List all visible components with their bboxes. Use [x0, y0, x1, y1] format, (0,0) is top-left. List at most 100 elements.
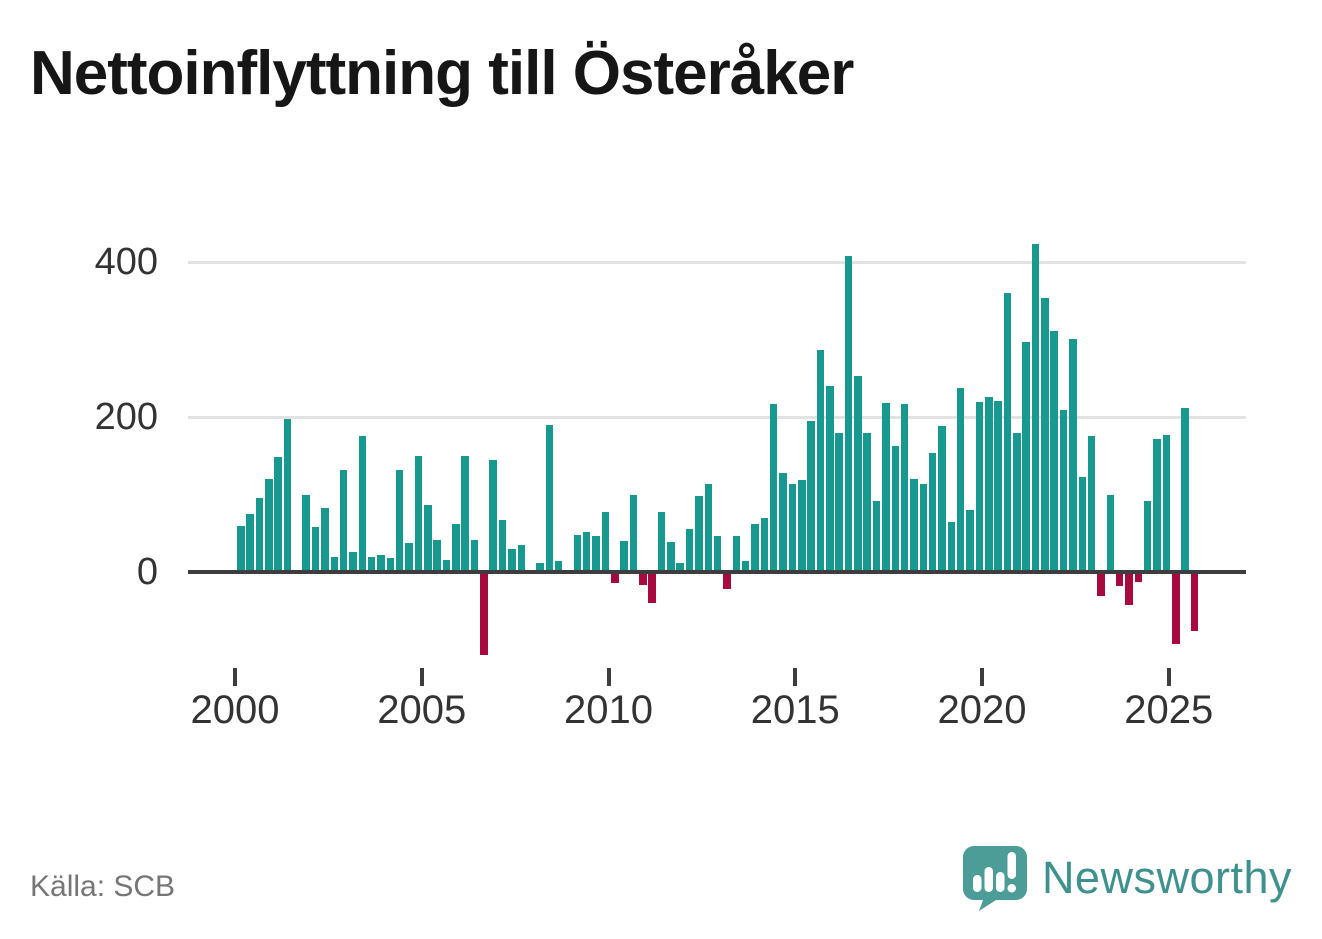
bar-2010Q4 [639, 572, 647, 585]
x-axis-tick-2000 [233, 668, 237, 686]
bar-2003Q2 [358, 436, 367, 574]
bar-2019Q2 [956, 387, 965, 574]
x-axis-tick-2025 [1166, 668, 1171, 686]
bar-2009Q2 [582, 531, 591, 574]
bar-2006Q1 [461, 455, 469, 574]
bar-2013Q4 [751, 523, 759, 574]
bar-2001Q4 [302, 494, 310, 574]
x-axis-label-2025: 2025 [1124, 688, 1214, 732]
bar-2004Q2 [395, 470, 404, 574]
bar-2000Q1 [237, 525, 245, 574]
x-axis-tick-2015 [793, 668, 798, 686]
bar-2014Q1 [760, 517, 769, 574]
gridline-y-200 [188, 415, 1246, 419]
bar-2011Q2 [657, 512, 666, 574]
bar-2017Q3 [891, 445, 899, 574]
newsworthy-branding: Newsworthy [962, 845, 1292, 911]
bar-2022Q4 [1087, 435, 1096, 574]
bar-2001Q1 [274, 457, 282, 574]
bar-2015Q1 [798, 479, 806, 574]
bar-2005Q1 [424, 505, 432, 574]
bar-2004Q3 [405, 543, 413, 574]
bar-2024Q3 [1153, 438, 1161, 574]
source-caption: Källa: SCB [30, 870, 176, 903]
bar-2017Q2 [882, 403, 890, 574]
bar-2012Q1 [685, 529, 694, 574]
bar-2001Q2 [283, 418, 292, 574]
bar-2003Q1 [349, 551, 357, 574]
bar-2009Q1 [573, 534, 582, 574]
bar-2011Q4 [676, 562, 684, 574]
gridline-y-400 [188, 260, 1246, 264]
bar-2014Q4 [788, 483, 797, 574]
bar-2025Q2 [1181, 408, 1189, 574]
bar-2023Q2 [1106, 494, 1115, 574]
bar-2008Q3 [554, 561, 563, 574]
bar-2023Q3 [1115, 572, 1124, 586]
bar-2024Q1 [1134, 572, 1143, 582]
bar-2012Q3 [704, 484, 712, 574]
chart-title: Nettoinflyttning till Österåker [30, 39, 854, 108]
bar-2017Q1 [872, 501, 881, 574]
bar-2015Q4 [826, 386, 834, 574]
bar-2010Q2 [620, 541, 628, 574]
bar-2004Q1 [386, 558, 395, 574]
bar-2020Q1 [985, 396, 993, 574]
bar-2012Q2 [695, 496, 703, 574]
bar-2020Q3 [1003, 293, 1012, 574]
newsworthy-logo-icon [962, 845, 1028, 911]
bar-2002Q4 [339, 469, 348, 574]
bar-2003Q4 [377, 554, 385, 574]
bar-2003Q3 [367, 556, 376, 574]
bar-2025Q3 [1190, 572, 1199, 631]
bar-2024Q4 [1162, 434, 1171, 574]
bar-2006Q3 [480, 572, 488, 656]
bar-2023Q1 [1097, 572, 1105, 596]
bar-2007Q2 [508, 548, 516, 574]
bar-2002Q2 [321, 507, 329, 574]
bar-2018Q2 [919, 483, 928, 574]
bar-2008Q2 [545, 424, 554, 574]
bar-2004Q4 [414, 455, 423, 574]
bar-2014Q2 [769, 403, 778, 574]
bar-2000Q3 [255, 498, 264, 574]
bar-2009Q4 [601, 512, 610, 574]
bar-2016Q1 [835, 432, 843, 574]
x-axis-label-2015: 2015 [750, 688, 840, 732]
bar-2009Q3 [592, 536, 600, 574]
bar-2005Q2 [433, 540, 441, 574]
bar-chart-plot-area [188, 230, 1246, 690]
bar-2021Q1 [1022, 341, 1030, 574]
x-axis-tick-2020 [980, 668, 984, 686]
bar-2005Q4 [452, 523, 460, 574]
bar-2011Q3 [667, 541, 675, 574]
bar-2019Q4 [975, 401, 984, 574]
x-axis-tick-2010 [606, 668, 611, 686]
bar-2016Q4 [863, 432, 871, 574]
bar-2022Q1 [1059, 410, 1068, 574]
bar-2016Q2 [844, 255, 853, 574]
bar-2023Q4 [1125, 572, 1133, 605]
bar-2016Q3 [854, 375, 862, 574]
bar-2014Q3 [779, 472, 787, 574]
x-axis-label-2000: 2000 [190, 688, 280, 732]
bar-2008Q1 [536, 563, 544, 574]
bar-2010Q1 [611, 572, 619, 584]
x-axis-label-2010: 2010 [564, 688, 653, 732]
bar-2018Q4 [938, 425, 946, 574]
bar-2018Q1 [910, 479, 918, 574]
bar-2017Q4 [900, 403, 909, 574]
bar-2013Q2 [732, 536, 741, 574]
bar-2002Q3 [330, 556, 338, 574]
bar-2022Q3 [1078, 476, 1086, 574]
bar-2015Q3 [816, 349, 825, 574]
bar-2000Q2 [246, 513, 254, 574]
bar-2012Q4 [713, 536, 722, 574]
x-axis-label-2005: 2005 [377, 688, 467, 732]
y-axis-label-200: 200 [94, 396, 158, 438]
bar-2013Q3 [741, 561, 750, 574]
bar-2024Q2 [1143, 500, 1152, 574]
bar-2000Q4 [265, 479, 273, 574]
x-axis-line [188, 570, 1246, 574]
